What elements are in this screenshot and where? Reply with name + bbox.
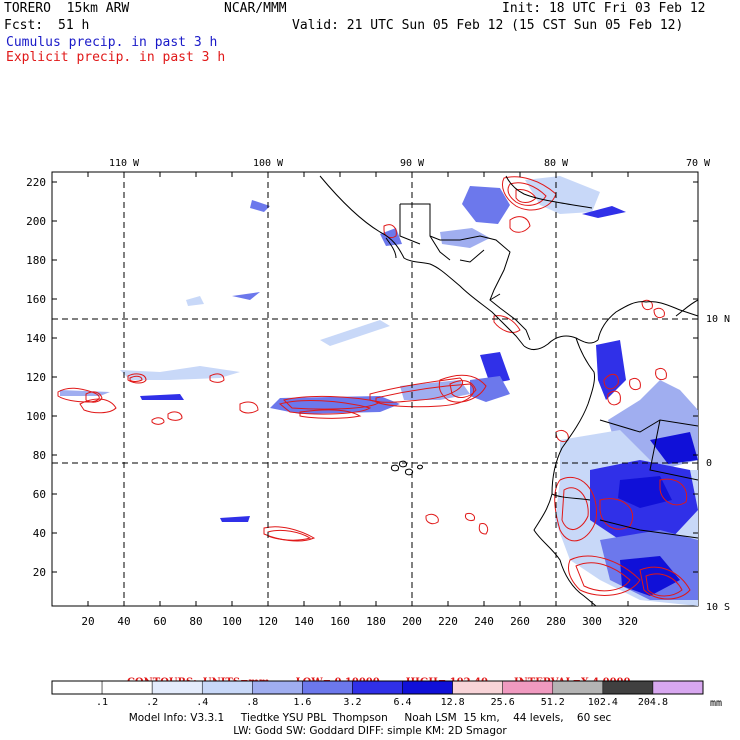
colorbar-swatch bbox=[101, 680, 153, 695]
y-axis-ticks bbox=[52, 181, 698, 573]
y-tick-label: 20 bbox=[33, 566, 46, 579]
colorbar-label: 204.8 bbox=[637, 697, 668, 708]
colorbar-label: .2 bbox=[146, 697, 159, 708]
x-tick-label: 240 bbox=[474, 615, 494, 628]
y-tick-label: 140 bbox=[26, 332, 46, 345]
lat-label: 0 bbox=[706, 458, 712, 469]
colorbar-unit: mm bbox=[710, 698, 722, 709]
y-tick-label: 100 bbox=[26, 410, 46, 423]
colorbar-swatch bbox=[252, 680, 303, 695]
colorbar: mm bbox=[51, 680, 722, 709]
x-tick-label: 300 bbox=[582, 615, 602, 628]
x-tick-label: 120 bbox=[258, 615, 278, 628]
x-tick-label: 100 bbox=[222, 615, 242, 628]
x-tick-label: 320 bbox=[618, 615, 638, 628]
colorbar-label: .8 bbox=[246, 697, 259, 708]
x-tick-label: 20 bbox=[81, 615, 94, 628]
colorbar-swatch bbox=[552, 680, 604, 695]
x-axis-ticks bbox=[87, 172, 629, 606]
model-title: TORERO 15km ARW bbox=[4, 1, 130, 16]
colorbar-label: 25.6 bbox=[490, 697, 515, 708]
colorbar-label: .4 bbox=[196, 697, 209, 708]
lon-label: 100 W bbox=[253, 158, 284, 169]
colorbar-swatch bbox=[151, 680, 203, 695]
y-tick-label: 200 bbox=[26, 215, 46, 228]
x-tick-label: 260 bbox=[510, 615, 530, 628]
y-tick-label: 160 bbox=[26, 293, 46, 306]
organization: NCAR/MMM bbox=[224, 1, 287, 16]
colorbar-swatch bbox=[302, 680, 353, 695]
x-tick-label: 160 bbox=[330, 615, 350, 628]
x-tick-label: 140 bbox=[294, 615, 314, 628]
colorbar-swatch bbox=[402, 680, 453, 695]
lon-label: 80 W bbox=[544, 158, 569, 169]
forecast-label: Fcst: bbox=[4, 18, 44, 33]
lon-label: 90 W bbox=[400, 158, 425, 169]
x-tick-label: 180 bbox=[366, 615, 386, 628]
y-tick-label: 80 bbox=[33, 449, 46, 462]
colorbar-label: 102.4 bbox=[587, 697, 618, 708]
colorbar-label: .1 bbox=[96, 697, 109, 708]
colorbar-label: 12.8 bbox=[440, 697, 465, 708]
y-tick-label: 120 bbox=[26, 371, 46, 384]
x-tick-label: 80 bbox=[189, 615, 202, 628]
y-tick-label: 40 bbox=[33, 527, 46, 540]
colorbar-label: 6.4 bbox=[393, 697, 412, 708]
colorbar-swatch bbox=[452, 680, 503, 695]
lon-labels: 110 W 100 W 90 W 80 W 70 W bbox=[109, 158, 711, 169]
forecast-hour: 51 h bbox=[58, 18, 90, 33]
colorbar-swatch bbox=[652, 680, 704, 695]
colorbar-swatch bbox=[352, 680, 403, 695]
colorbar-swatch bbox=[502, 680, 554, 695]
lat-labels: 10 N 0 10 S bbox=[706, 314, 730, 613]
y-tick-labels: 20 40 60 80 100 120 140 160 180 200 220 bbox=[26, 176, 46, 579]
legend-cumulus: Cumulus precip. in past 3 h bbox=[6, 35, 218, 50]
model-info-line2: LW: Godd SW: Goddard DIFF: simple KM: 2D… bbox=[233, 725, 507, 737]
explicit-precip-contours bbox=[57, 176, 691, 600]
lat-lon-grid bbox=[52, 172, 698, 606]
y-tick-label: 220 bbox=[26, 176, 46, 189]
x-tick-labels: 20 40 60 80 100 120 140 160 180 200 220 240 260 280 30… bbox=[81, 615, 638, 628]
x-tick-label: 280 bbox=[546, 615, 566, 628]
lon-label: 110 W bbox=[109, 158, 140, 169]
init-time: Init: 18 UTC Fri 03 Feb 12 bbox=[502, 1, 706, 16]
lon-label: 70 W bbox=[686, 158, 711, 169]
model-info-line1: Model Info: V3.3.1 Tiedtke YSU PBL Thomp… bbox=[128, 712, 612, 724]
coastlines bbox=[319, 175, 699, 607]
x-tick-label: 40 bbox=[117, 615, 130, 628]
legend-explicit: Explicit precip. in past 3 h bbox=[6, 50, 226, 65]
lat-label: 10 S bbox=[706, 602, 730, 613]
x-tick-label: 200 bbox=[402, 615, 422, 628]
colorbar-label: 51.2 bbox=[540, 697, 565, 708]
lat-label: 10 N bbox=[706, 314, 730, 325]
colorbar-swatch bbox=[602, 680, 654, 695]
x-tick-label: 60 bbox=[153, 615, 166, 628]
colorbar-swatches bbox=[51, 680, 704, 695]
y-tick-label: 60 bbox=[33, 488, 46, 501]
colorbar-swatch bbox=[51, 680, 103, 695]
x-tick-label: 220 bbox=[438, 615, 458, 628]
valid-time: Valid: 21 UTC Sun 05 Feb 12 (15 CST Sun … bbox=[292, 18, 684, 33]
colorbar-label: 1.6 bbox=[293, 697, 312, 708]
y-tick-label: 180 bbox=[26, 254, 46, 267]
colorbar-label: 3.2 bbox=[343, 697, 362, 708]
colorbar-swatch bbox=[201, 680, 253, 695]
